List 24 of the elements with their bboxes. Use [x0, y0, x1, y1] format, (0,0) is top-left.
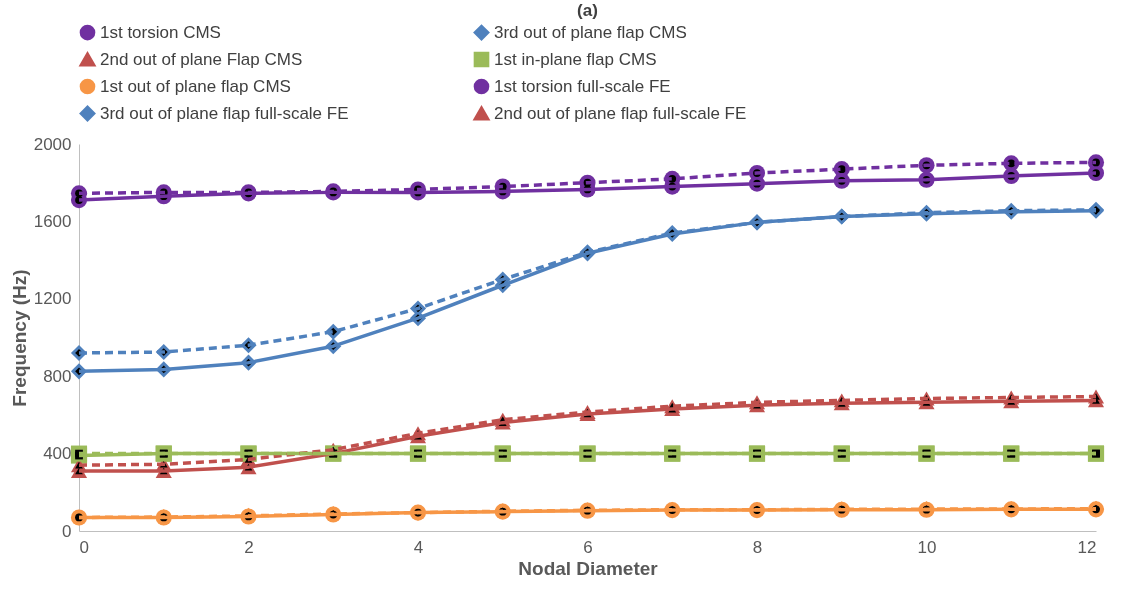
y-tick-label: 1200 — [33, 289, 72, 309]
y-tick-label: 0 — [62, 521, 72, 541]
legend-label: 1st out of plane flap CMS — [100, 76, 291, 96]
x-tick-label: 10 — [917, 537, 937, 557]
x-axis-title: Nodal Diameter — [518, 557, 659, 579]
y-axis-title: Frequency (Hz) — [8, 269, 30, 407]
x-tick-label: 4 — [413, 537, 424, 557]
legend-label: 3rd out of plane flap full-scale FE — [100, 103, 349, 123]
x-tick-label: 2 — [244, 537, 254, 557]
y-tick-label: 2000 — [33, 134, 72, 154]
x-tick-label: 6 — [583, 537, 593, 557]
legend-label: 3rd out of plane flap CMS — [494, 22, 687, 42]
legend-label: 2nd out of plane flap full-scale FE — [494, 103, 747, 123]
y-tick-label: 400 — [43, 444, 72, 464]
y-tick-label: 1600 — [33, 211, 72, 231]
legend-label: 2nd out of plane Flap CMS — [100, 49, 303, 69]
x-tick-label: 8 — [752, 537, 763, 557]
chart-title: (a) — [577, 1, 598, 20]
legend-label: 1st in-plane flap CMS — [494, 49, 657, 69]
legend-label: 1st torsion full-scale FE — [494, 76, 671, 96]
x-tick-label: 0 — [79, 537, 89, 557]
x-tick-label: 12 — [1077, 537, 1097, 557]
legend-label: 1st torsion CMS — [100, 22, 221, 42]
y-tick-label: 800 — [43, 366, 72, 386]
